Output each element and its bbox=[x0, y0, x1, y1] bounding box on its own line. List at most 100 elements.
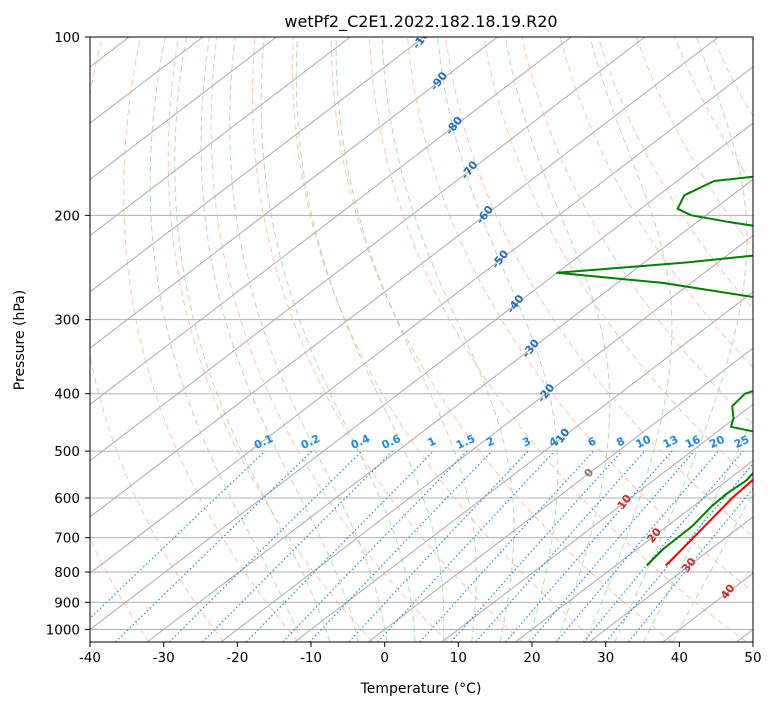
moist-adiabat bbox=[672, 491, 753, 642]
moist-adiabat bbox=[585, 37, 673, 642]
dry-adiabat bbox=[712, 37, 753, 118]
moist-adiabat bbox=[149, 37, 302, 642]
y-tick-label: 800 bbox=[54, 565, 80, 581]
isotherm-line bbox=[146, 178, 753, 642]
mixing-ratio-line bbox=[168, 450, 363, 642]
x-tick-label: 20 bbox=[523, 650, 540, 666]
dry-adiabat bbox=[252, 37, 523, 642]
y-tick-label: 700 bbox=[54, 531, 80, 547]
y-tick-label: 600 bbox=[54, 491, 80, 507]
x-tick-label: -40 bbox=[79, 650, 101, 666]
x-tick-label: -10 bbox=[300, 650, 322, 666]
x-tick-label: 30 bbox=[597, 650, 614, 666]
x-tick-label: 50 bbox=[744, 650, 761, 666]
dry-adiabat bbox=[123, 37, 299, 642]
background-lines bbox=[90, 37, 753, 642]
y-tick-label: 200 bbox=[54, 208, 80, 224]
dry-adiabat bbox=[210, 37, 448, 642]
mixing-ratio-line bbox=[475, 450, 646, 642]
mixing-ratio-line bbox=[419, 450, 594, 642]
mixing-ratio-line bbox=[450, 450, 623, 642]
isotherm-line bbox=[367, 347, 753, 642]
moist-adiabat bbox=[174, 37, 331, 642]
mixing-ratio-line bbox=[90, 450, 266, 620]
line-labels: 0.10.20.40.611.52346810131620253036-100-… bbox=[252, 37, 753, 602]
dry-adiabat bbox=[674, 37, 753, 186]
mixing-ratio-label: 16 bbox=[683, 433, 703, 451]
moist-adiabat bbox=[643, 416, 753, 642]
moist-adiabat bbox=[260, 37, 416, 642]
mixing-ratio-label: 1 bbox=[426, 434, 438, 449]
isotherm-label: -50 bbox=[489, 247, 512, 271]
mixing-ratio-line bbox=[348, 450, 529, 642]
mixing-ratio-line bbox=[529, 450, 695, 642]
moist-adiabat bbox=[614, 37, 748, 642]
mixing-ratio-line bbox=[628, 487, 753, 642]
isotherm-label: -90 bbox=[428, 69, 451, 93]
x-tick-label: 10 bbox=[450, 650, 467, 666]
dry-adiabat bbox=[407, 37, 753, 593]
dry-adiabat bbox=[559, 37, 753, 368]
isotherm-label: -40 bbox=[504, 292, 527, 316]
mixing-ratio-line bbox=[582, 450, 744, 642]
mixing-ratio-label: 0.4 bbox=[349, 432, 372, 452]
mixing-ratio-line bbox=[202, 450, 394, 642]
isotherm-line bbox=[90, 37, 572, 406]
moist-adiabat bbox=[335, 37, 477, 642]
moist-adiabat bbox=[295, 37, 445, 642]
mixing-ratio-label: 0.2 bbox=[299, 432, 322, 452]
moist-adiabat bbox=[381, 37, 515, 642]
mixing-ratio-line bbox=[115, 450, 313, 642]
dry-adiabat bbox=[90, 537, 150, 642]
mixing-ratio-line bbox=[309, 450, 493, 642]
y-tick-label: 1000 bbox=[46, 622, 80, 638]
y-tick-label: 500 bbox=[54, 444, 80, 460]
mixing-ratio-label: 10 bbox=[634, 433, 654, 451]
isotherm-line bbox=[90, 37, 351, 237]
dry-adiabat bbox=[597, 37, 753, 310]
isotherm-line bbox=[220, 235, 753, 642]
moist-adiabat bbox=[229, 37, 388, 642]
isotherm-line bbox=[90, 37, 277, 181]
isotherm-label: 20 bbox=[644, 525, 664, 545]
dry-adiabat bbox=[750, 37, 753, 43]
mixing-ratio-line bbox=[555, 450, 719, 642]
mixing-ratio-line bbox=[377, 450, 556, 642]
dry-adiabat bbox=[90, 37, 224, 642]
dry-adiabat bbox=[330, 37, 673, 642]
dry-adiabat bbox=[445, 37, 753, 538]
isotherm-line bbox=[90, 66, 753, 574]
isotherm-label: -80 bbox=[443, 114, 466, 138]
isotherm-line bbox=[515, 460, 753, 642]
mixing-ratio-line bbox=[605, 462, 753, 642]
moist-adiabat bbox=[437, 37, 559, 642]
isotherm-line bbox=[588, 516, 753, 642]
isotherm-line bbox=[736, 628, 753, 642]
isotherm-line bbox=[294, 291, 753, 642]
x-tick-label: -20 bbox=[226, 650, 248, 666]
mixing-ratio-label: 13 bbox=[661, 433, 680, 451]
isotherm-label: -20 bbox=[535, 381, 558, 405]
isotherm-label: -70 bbox=[458, 158, 481, 182]
axes: -40 -30 -20 -10 0 10 20 30 40 5010020030040050060… bbox=[46, 30, 762, 666]
mixing-ratio-label: 6 bbox=[586, 434, 599, 449]
y-tick-label: 300 bbox=[54, 313, 80, 329]
chart-title: wetPf2_C2E1.2022.182.18.19.R20 bbox=[284, 12, 557, 32]
isotherm-line bbox=[90, 37, 646, 462]
mixing-ratio-label: 20 bbox=[707, 433, 727, 451]
isotherm-label: 10 bbox=[615, 492, 635, 512]
x-tick-label: 40 bbox=[671, 650, 688, 666]
mixing-ratio-line bbox=[282, 450, 468, 642]
dry-adiabat bbox=[167, 37, 374, 642]
mixing-ratio-label: 8 bbox=[614, 434, 626, 449]
mixing-ratio-label: 3 bbox=[520, 434, 532, 449]
y-tick-label: 400 bbox=[54, 387, 80, 403]
x-tick-label: -30 bbox=[153, 650, 175, 666]
y-tick-label: 100 bbox=[54, 30, 80, 46]
mixing-ratio-line bbox=[245, 450, 434, 642]
y-axis-label: Pressure (hPa) bbox=[12, 290, 28, 390]
isotherm-line bbox=[90, 37, 425, 293]
isotherm-line bbox=[441, 403, 753, 642]
